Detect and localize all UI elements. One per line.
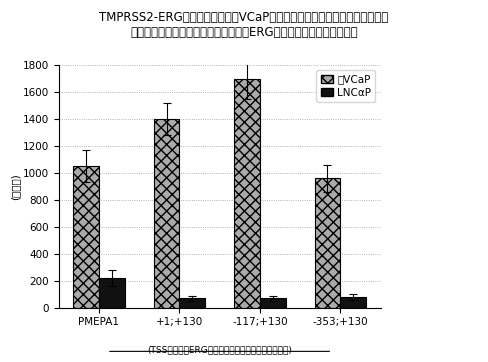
Bar xyxy=(73,166,99,308)
Bar xyxy=(99,278,124,308)
Bar xyxy=(234,79,260,308)
Y-axis label: (光単位): (光単位) xyxy=(10,173,20,200)
Text: TMPRSS2-ERG融合体を発現するVCaP前立腺癌細胞におけるルシフェラーゼ
レポーターアッセイにより確定されたERG結特異的プロモーター活性: TMPRSS2-ERG融合体を発現するVCaP前立腺癌細胞におけるルシフェラーゼ… xyxy=(100,11,388,39)
Text: (TSSに対するERGプロモーターセグメント相対位置): (TSSに対するERGプロモーターセグメント相対位置) xyxy=(147,346,292,355)
Bar xyxy=(180,298,205,308)
Bar xyxy=(315,178,340,308)
Bar xyxy=(260,298,285,308)
Legend: 図VCaP, LNCαP: 図VCaP, LNCαP xyxy=(316,70,375,102)
Bar xyxy=(154,119,180,308)
Bar xyxy=(340,297,366,308)
